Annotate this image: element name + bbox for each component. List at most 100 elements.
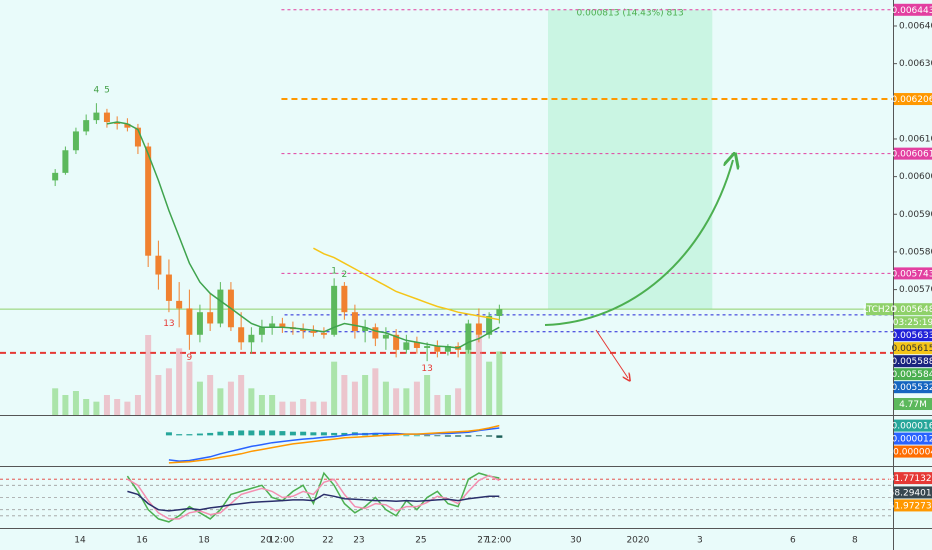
price-label-bg: [894, 486, 932, 499]
volume-bar: [496, 351, 503, 415]
histogram-bar: [186, 434, 193, 436]
histogram-bar: [320, 432, 327, 436]
histogram-bar: [165, 432, 172, 436]
count-label: 1: [331, 266, 337, 276]
volume-bar: [269, 395, 276, 415]
projection-arrow: [544, 160, 733, 326]
indicator-line: [127, 474, 500, 520]
candle-body: [186, 308, 193, 335]
price-label-bg: [894, 3, 932, 16]
candle-body: [83, 120, 90, 132]
background-layer: 0.000813 (14.43%) 813: [0, 8, 893, 517]
volume-bar: [196, 381, 203, 415]
histogram-bar: [455, 435, 462, 437]
candle-body: [238, 327, 245, 343]
volume-bar: [300, 399, 307, 415]
volume-bar: [165, 368, 172, 415]
candle-body: [62, 150, 69, 173]
candle-body: [382, 334, 389, 339]
histogram-bar: [196, 433, 203, 436]
candle-body: [207, 312, 214, 324]
down-arrow: [595, 329, 628, 378]
candle-body: [362, 327, 369, 332]
volume-bar: [52, 388, 59, 415]
candle-body: [269, 323, 276, 328]
price-label-bg: [894, 368, 932, 381]
indicator-line: [168, 427, 500, 462]
candle-body: [279, 323, 286, 328]
y-tick-label: 0.005700: [899, 285, 932, 295]
price-label: 0.006443: [892, 6, 932, 16]
countdown-bg: [894, 316, 932, 329]
volume-bar: [465, 348, 472, 415]
volume-bar: [279, 401, 286, 415]
candle-body: [475, 323, 482, 335]
histogram-bar: [465, 435, 472, 437]
price-label: 0.005588: [892, 357, 932, 367]
volume-bar: [248, 388, 255, 415]
volume-bar: [310, 401, 317, 415]
volume-bar: [382, 381, 389, 415]
candle-body: [134, 127, 141, 147]
volume-bar: [351, 381, 358, 415]
volume-bar: [62, 395, 69, 415]
histogram-bar: [475, 435, 482, 437]
price-label-bg: [894, 381, 932, 394]
histogram-bar: [258, 430, 265, 436]
candle-body: [434, 346, 441, 352]
indicator-line: [168, 424, 500, 464]
volume-bar: [124, 401, 131, 415]
histogram-bar: [382, 433, 389, 436]
volume-bar: [186, 361, 193, 415]
volume-bar: [372, 368, 379, 415]
histogram-bar: [207, 432, 214, 436]
x-tick-label: 20: [260, 536, 272, 546]
volume-bar: [486, 361, 493, 415]
volume-bar: [217, 388, 224, 415]
y-tick-label: 0.006000: [899, 172, 932, 182]
histogram-bar: [413, 435, 420, 437]
candle-body: [320, 332, 327, 335]
candle-body: [258, 327, 265, 335]
y-tick-label: 0.006300: [899, 59, 932, 69]
candle-body: [372, 327, 379, 339]
histogram-bar: [217, 431, 224, 436]
volume-bar: [258, 395, 265, 415]
price-label-bg: [894, 445, 932, 458]
volume-bar: [103, 395, 110, 415]
price-label: 0.000016: [892, 422, 932, 432]
price-label-bg: [894, 355, 932, 368]
volume-bar: [145, 335, 152, 415]
volume-bar: [455, 388, 462, 415]
volume-label-bg: [894, 398, 932, 410]
volume-bar: [72, 391, 79, 415]
price-label: 0.006206: [892, 95, 932, 105]
candle-body: [114, 122, 121, 124]
histogram-bar: [269, 430, 276, 436]
candle-body: [176, 300, 183, 309]
price-label: -0.000004: [890, 448, 932, 458]
histogram-bar: [227, 431, 234, 436]
volume-bar: [444, 395, 451, 415]
price-label: 0.005743: [892, 269, 932, 279]
price-label-bg: [894, 303, 932, 316]
x-tick-label: 6: [790, 536, 796, 546]
x-tick-label: 14: [74, 536, 86, 546]
histogram-bar: [238, 430, 245, 436]
candle-body: [103, 112, 110, 123]
volume-bar: [207, 375, 214, 415]
axis-layer: 0.0064000.0063000.0062000.0061000.006000…: [74, 3, 932, 546]
volume-bar: [403, 388, 410, 415]
volume-bar: [475, 335, 482, 415]
volume-bar: [320, 401, 327, 415]
candle-body: [93, 112, 100, 121]
histogram-bar: [279, 431, 286, 436]
candle-body: [331, 285, 338, 335]
volume-bar: [83, 399, 90, 415]
position-label: 0.000813 (14.43%) 813: [577, 8, 684, 18]
x-tick-label: 25: [415, 536, 426, 546]
candle-body: [165, 274, 172, 301]
